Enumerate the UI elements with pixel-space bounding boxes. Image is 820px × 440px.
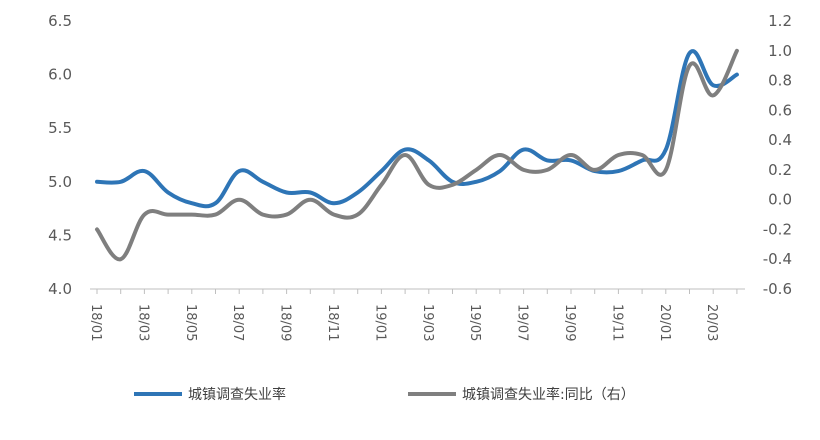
legend-label-unemployment: 城镇调查失业率 — [188, 386, 286, 403]
right-tick-label: 1.0 — [768, 42, 792, 60]
right-tick-label: 0.4 — [768, 131, 792, 149]
right-tick-label: -0.2 — [763, 220, 792, 238]
x-tick-label: 20/01 — [657, 304, 672, 341]
x-tick-label: 19/05 — [467, 304, 482, 341]
x-tick-label: 18/11 — [325, 304, 340, 341]
series-lines — [95, 48, 739, 262]
left-tick-label: 4.5 — [48, 226, 72, 244]
left-tick-label: 6.0 — [48, 66, 72, 84]
x-tick-label: 18/09 — [278, 304, 293, 341]
right-tick-label: 0.8 — [768, 72, 792, 90]
series-line-yoy — [95, 48, 739, 262]
x-tick-label: 19/03 — [420, 304, 435, 341]
x-tick-label: 18/07 — [230, 304, 245, 341]
x-tick-label: 19/01 — [372, 304, 387, 341]
right-tick-label: 0.6 — [768, 101, 792, 119]
legend-label-yoy: 城镇调查失业率:同比（右） — [462, 386, 635, 403]
series-line-unemployment — [95, 49, 739, 209]
x-tick-label: 19/09 — [562, 304, 577, 341]
right-tick-label: -0.6 — [763, 280, 792, 298]
x-tick-label: 18/03 — [135, 304, 150, 341]
x-tick-label: 19/07 — [515, 304, 530, 341]
x-tick-label: 20/03 — [704, 304, 719, 341]
left-tick-label: 6.5 — [48, 12, 72, 30]
left-axis-ticks: 4.0 4.5 5.0 5.5 6.0 6.5 — [48, 12, 72, 298]
x-axis-ticks: 18/01 18/03 18/05 18/07 18/09 18/11 19/01 19/03… — [88, 289, 738, 341]
left-tick-label: 4.0 — [48, 280, 72, 298]
left-tick-label: 5.5 — [48, 119, 72, 137]
x-tick-label: 19/11 — [609, 304, 624, 341]
right-tick-label: 0.0 — [768, 191, 792, 209]
right-tick-label: 1.2 — [768, 12, 792, 30]
x-tick-label: 18/05 — [183, 304, 198, 341]
right-tick-label: -0.4 — [763, 250, 792, 268]
right-tick-label: 0.2 — [768, 161, 792, 179]
left-tick-label: 5.0 — [48, 173, 72, 191]
right-axis-ticks: -0.6 -0.4 -0.2 0.0 0.2 0.4 0.6 0.8 1.0 1.2 — [763, 12, 792, 298]
x-tick-label: 18/01 — [88, 304, 103, 341]
legend: 城镇调查失业率 城镇调查失业率:同比（右） — [134, 386, 635, 403]
